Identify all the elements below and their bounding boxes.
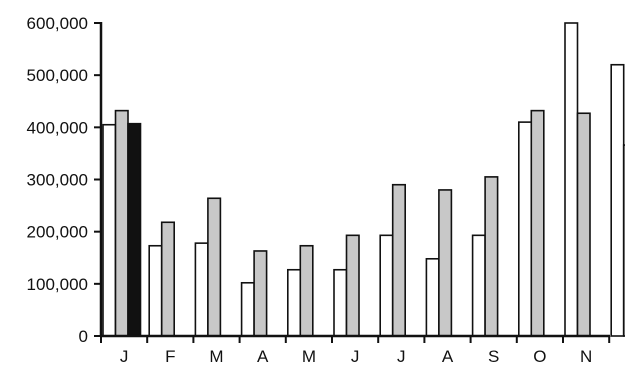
x-category-label: M xyxy=(209,347,223,366)
bar-series-2-8 xyxy=(438,189,453,337)
bar-series-1-1 xyxy=(102,123,117,337)
x-category-label: A xyxy=(442,347,454,366)
y-tick-label: 100,000 xyxy=(27,275,88,294)
bar-series-3-1 xyxy=(127,122,142,337)
y-tick-label: 200,000 xyxy=(27,223,88,242)
bar-series-2-7 xyxy=(391,183,407,337)
x-category-label: J xyxy=(351,347,360,366)
bar-series-2-1 xyxy=(114,109,129,337)
bar-series-1-12 xyxy=(610,63,625,337)
y-tick-label: 500,000 xyxy=(27,66,88,85)
x-category-label: F xyxy=(165,347,175,366)
x-category-label: O xyxy=(533,347,546,366)
y-axis-ticks: 0 100,000 200,000 300,000 400,000 500,000 600,… xyxy=(27,14,101,346)
x-category-label: S xyxy=(488,347,499,366)
x-category-label: A xyxy=(257,347,269,366)
bar-series-1-4 xyxy=(240,281,255,337)
bar-series-2-11 xyxy=(576,112,591,337)
bar-series-1-5 xyxy=(286,268,302,337)
bar-series-2-4 xyxy=(253,250,268,337)
x-axis-ticks: JFMAMJJASOND xyxy=(100,336,611,366)
x-category-label: J xyxy=(397,347,406,366)
x-category-label: M xyxy=(302,347,316,366)
chart-bars xyxy=(102,22,625,337)
bar-series-1-9 xyxy=(471,234,486,337)
bar-series-1-6 xyxy=(333,268,348,337)
bar-series-1-10 xyxy=(517,121,533,337)
bar-series-2-6 xyxy=(345,234,360,337)
bar-series-2-12 xyxy=(622,144,625,337)
bar-series-1-7 xyxy=(379,234,394,337)
bar-series-2-3 xyxy=(207,197,222,337)
x-category-label: N xyxy=(580,347,592,366)
y-tick-label: 300,000 xyxy=(27,171,88,190)
bar-series-1-2 xyxy=(148,244,163,337)
y-tick-label: 400,000 xyxy=(27,118,88,137)
bar-series-2-10 xyxy=(530,109,545,337)
bar-series-1-8 xyxy=(425,257,440,337)
bar-series-2-2 xyxy=(160,221,175,337)
y-tick-label: 600,000 xyxy=(27,14,88,33)
x-category-label: J xyxy=(120,347,129,366)
bar-series-2-5 xyxy=(299,244,314,337)
bar-series-2-9 xyxy=(484,176,499,337)
bar-series-1-11 xyxy=(564,22,579,337)
bar-series-1-3 xyxy=(194,242,209,337)
y-tick-label: 0 xyxy=(79,327,88,346)
